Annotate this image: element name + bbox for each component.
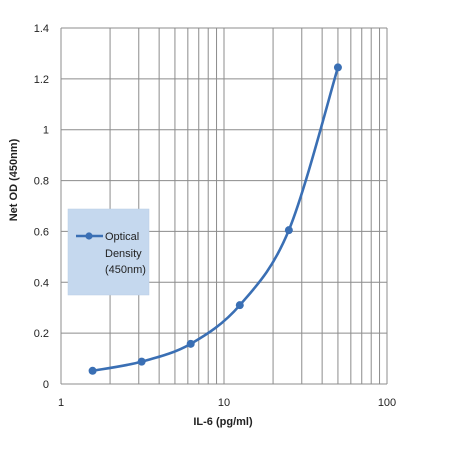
y-tick-label: 0.4 xyxy=(34,277,49,289)
y-tick-label: 0.8 xyxy=(34,176,49,188)
legend-label-line-2: Density xyxy=(105,248,142,260)
x-tick-label: 10 xyxy=(218,397,230,409)
grid xyxy=(61,27,388,384)
data-point xyxy=(284,226,293,235)
data-point xyxy=(333,63,342,72)
legend-background xyxy=(67,208,150,296)
series-optical-density xyxy=(88,63,342,375)
legend-label-line-1: Optical xyxy=(105,231,139,243)
legend-label-line-3: (450nm) xyxy=(105,264,146,276)
x-axis-title: IL-6 (pg/ml) xyxy=(193,416,253,428)
y-tick-label: 0.2 xyxy=(34,328,49,340)
y-axis-title: Net OD (450nm) xyxy=(8,138,20,221)
y-tick-label: 1.2 xyxy=(34,74,49,86)
tick-labels: 0 0.2 0.4 0.6 0.8 1 1.2 1.4 1 10 100 xyxy=(34,23,396,409)
data-point xyxy=(137,357,146,366)
x-tick-label: 1 xyxy=(58,397,64,409)
y-tick-label: 0.6 xyxy=(34,226,49,238)
y-tick-label: 1 xyxy=(43,125,49,137)
legend: Optical Density (450nm) xyxy=(67,208,150,296)
x-tick-label: 100 xyxy=(378,397,396,409)
data-point xyxy=(186,339,195,348)
data-point xyxy=(235,301,244,310)
y-tick-label: 1.4 xyxy=(34,23,49,35)
axes xyxy=(60,28,387,385)
legend-marker-swatch xyxy=(85,232,93,240)
y-tick-label: 0 xyxy=(43,379,49,391)
data-point xyxy=(88,366,97,375)
